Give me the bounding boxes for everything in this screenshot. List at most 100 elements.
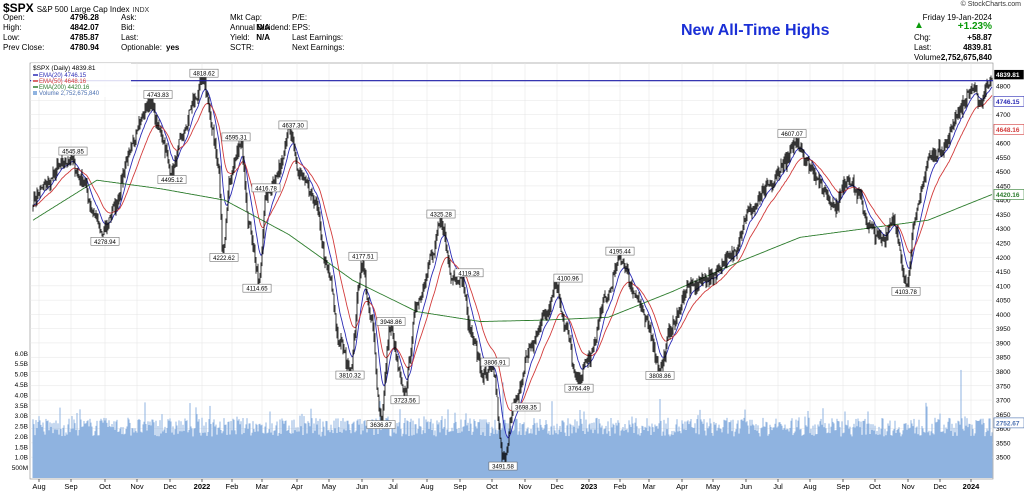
volume-bar xyxy=(912,426,914,478)
volume-bar xyxy=(303,416,305,478)
volume-bar xyxy=(827,432,829,478)
volume-bar xyxy=(522,424,524,478)
volume-bar xyxy=(725,420,727,478)
volume-bar xyxy=(392,425,394,478)
volume-bar xyxy=(156,436,158,478)
volume-bar xyxy=(831,418,833,478)
volume-bar xyxy=(616,425,618,478)
volume-bar xyxy=(168,420,170,478)
volume-bar xyxy=(879,434,881,478)
volume-bar xyxy=(269,411,271,478)
symbol: $SPX xyxy=(3,1,34,15)
volume-bar xyxy=(380,430,382,478)
annotation-label: 3723.56 xyxy=(394,398,416,404)
volume-bar xyxy=(946,429,948,478)
volume-bar xyxy=(112,427,114,478)
volume-bar xyxy=(267,432,269,478)
volume-bar xyxy=(923,431,925,478)
volume-bar xyxy=(106,422,108,478)
volume-bar xyxy=(296,431,298,478)
annotation-label: 3636.87 xyxy=(370,423,392,429)
volume-bar xyxy=(50,426,52,478)
volume-bar xyxy=(344,421,346,478)
volume-bar xyxy=(622,427,624,478)
volume-bar xyxy=(420,426,422,478)
volume-bar xyxy=(744,409,746,478)
volume-bar xyxy=(814,424,816,478)
legend-ema20: EMA(20) 4746.15 xyxy=(39,73,87,79)
volume-bar xyxy=(530,428,532,478)
volume-bar xyxy=(572,425,574,478)
quote-mktcap-label: Mkt Cap: xyxy=(230,13,263,22)
annotation-box xyxy=(390,395,420,405)
volume-bar xyxy=(316,424,318,478)
volume-bar xyxy=(650,434,652,478)
price-tick-label: 3750 xyxy=(996,383,1011,390)
volume-bar xyxy=(43,431,45,478)
volume-bar xyxy=(424,433,426,478)
volume-bar xyxy=(161,414,163,478)
volume-bar xyxy=(138,418,140,478)
volume-bar xyxy=(535,434,537,478)
volume-bar xyxy=(140,431,142,478)
price-tick-label: 3850 xyxy=(996,355,1011,362)
price-tick-label: 4700 xyxy=(996,112,1011,119)
volume-bar xyxy=(467,422,469,478)
volume-bar xyxy=(137,419,139,478)
volume-bar xyxy=(32,419,34,478)
annotation-box xyxy=(488,461,518,471)
volume-bar xyxy=(273,430,275,478)
volume-bar xyxy=(604,428,606,478)
volume-bar xyxy=(880,428,882,478)
volume-bar xyxy=(889,420,891,478)
volume-bar xyxy=(368,426,370,478)
volume-bar xyxy=(379,401,381,478)
volume-bar xyxy=(150,425,152,478)
volume-bar xyxy=(250,435,252,478)
volume-bar xyxy=(714,424,716,478)
volume-bar xyxy=(207,432,209,478)
annotation-label: 4222.62 xyxy=(213,256,235,262)
volume-bar xyxy=(181,431,183,478)
volume-bar xyxy=(941,431,943,478)
volume-bar xyxy=(111,424,113,478)
volume-bar xyxy=(274,430,276,478)
volume-bar xyxy=(405,434,407,478)
volume-bar xyxy=(691,427,693,478)
volume-bar xyxy=(713,421,715,478)
volume-bar xyxy=(60,428,62,478)
volume-bar xyxy=(378,424,380,478)
volume-bar xyxy=(830,426,832,478)
volume-bar xyxy=(63,425,65,478)
volume-bar xyxy=(301,413,303,478)
volume-bar xyxy=(546,424,548,478)
volume-bar xyxy=(354,432,356,478)
volume-bar xyxy=(798,417,800,478)
volume-bar xyxy=(262,432,264,478)
volume-bar xyxy=(410,418,412,478)
volume-bar xyxy=(366,432,368,478)
legend-volume: Volume 2,752,675,840 xyxy=(39,91,100,97)
volume-bar xyxy=(508,428,510,478)
volume-bar xyxy=(763,426,765,478)
volume-bar xyxy=(799,429,801,478)
volume-bar xyxy=(476,428,478,478)
volume-bar xyxy=(40,424,42,478)
volume-bar xyxy=(283,423,285,478)
price-tick-label: 3550 xyxy=(996,440,1011,447)
volume-bar xyxy=(784,424,786,478)
volume-bar xyxy=(284,420,286,478)
volume-bar xyxy=(409,422,411,478)
volume-bar xyxy=(737,420,739,478)
volume-bar xyxy=(253,429,255,478)
volume-bar xyxy=(328,429,330,478)
volume-bar xyxy=(422,430,424,478)
volume-bar xyxy=(183,430,185,478)
price-tick-label: 3600 xyxy=(996,426,1011,433)
volume-bar xyxy=(816,434,818,478)
volume-bar xyxy=(719,428,721,478)
volume-bar xyxy=(482,432,484,478)
price-tick-label: 3900 xyxy=(996,340,1011,347)
volume-bar xyxy=(893,428,895,478)
volume-bar xyxy=(432,423,434,478)
